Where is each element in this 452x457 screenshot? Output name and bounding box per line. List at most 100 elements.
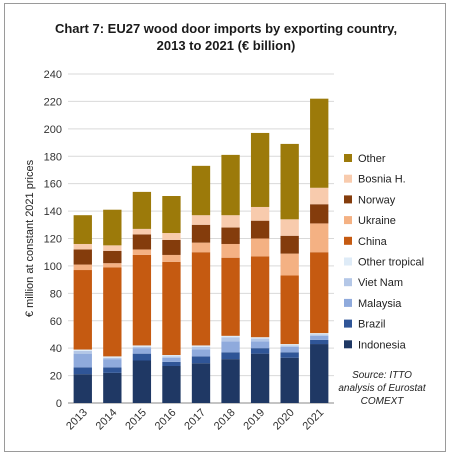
bar-segment-norway xyxy=(191,224,211,243)
bar-segment-ukraine xyxy=(73,264,92,271)
legend-label: Ukraine xyxy=(358,215,396,227)
y-tick-label: 40 xyxy=(50,343,62,355)
legend-swatch xyxy=(344,298,352,307)
y-tick-label: 120 xyxy=(44,234,62,246)
x-tick-label: 2015 xyxy=(123,407,149,433)
bar-segment-indonesia xyxy=(310,344,329,403)
y-tick-label: 240 xyxy=(44,69,62,81)
bar-segment-indonesia xyxy=(162,365,181,403)
bar-segment-bosnia-h- xyxy=(103,245,122,251)
x-tick-label: 2019 xyxy=(241,407,267,433)
x-tick-label: 2017 xyxy=(182,407,208,433)
bar-segment-norway xyxy=(162,239,181,255)
y-tick-label: 160 xyxy=(44,179,62,191)
y-tick-label: 60 xyxy=(50,316,62,328)
x-tick-label: 2021 xyxy=(301,407,327,433)
legend-swatch xyxy=(344,319,352,328)
bar-segment-viet-nam xyxy=(73,350,92,354)
bar-segment-indonesia xyxy=(250,353,270,403)
legend-label: Norway xyxy=(358,194,396,206)
bar-segment-bosnia-h- xyxy=(310,187,329,205)
bar-segment-other xyxy=(250,132,270,207)
bar-segment-other-tropical xyxy=(221,335,240,338)
legend-swatch xyxy=(344,236,352,245)
bar-segment-other xyxy=(103,209,122,246)
legend-label: Other tropical xyxy=(358,257,424,269)
bar-segment-ukraine xyxy=(310,223,329,253)
legend-swatch xyxy=(344,257,352,266)
bar-segment-malaysia xyxy=(310,335,329,340)
legend-label: Bosnia H. xyxy=(358,174,406,186)
bar-segment-indonesia xyxy=(221,359,240,403)
y-tick-label: 140 xyxy=(44,206,62,218)
legend-swatch xyxy=(344,195,352,204)
source-note: analysis of Eurostat xyxy=(338,383,426,394)
bar-segment-brazil xyxy=(191,356,211,364)
bar-segment-viet-nam xyxy=(310,334,329,336)
bar-segment-other xyxy=(132,191,152,229)
bar-segment-malaysia xyxy=(250,341,270,349)
bar-segment-other xyxy=(221,154,240,216)
y-tick-label: 100 xyxy=(44,261,62,273)
bar-segment-bosnia-h- xyxy=(191,215,211,225)
bar-segment-malaysia xyxy=(132,348,152,354)
bar-segment-china xyxy=(73,270,92,350)
bar-segment-brazil xyxy=(162,361,181,366)
bar-segment-indonesia xyxy=(103,372,122,403)
bar-segment-viet-nam xyxy=(162,356,181,358)
bar-segment-viet-nam xyxy=(132,346,152,349)
bar-segment-china xyxy=(280,275,299,345)
bar-segment-viet-nam xyxy=(221,337,240,342)
x-tick-label: 2016 xyxy=(153,407,179,433)
bar-segment-brazil xyxy=(221,352,240,360)
bar-segment-china xyxy=(310,252,329,334)
bar-segment-brazil xyxy=(250,348,270,354)
bar-segment-china xyxy=(103,267,122,357)
bar-segment-ukraine xyxy=(250,238,270,257)
bar-segment-ukraine xyxy=(191,242,211,253)
x-tick-label: 2014 xyxy=(94,407,120,433)
bar-segment-other-tropical xyxy=(250,337,270,339)
bar-segment-bosnia-h- xyxy=(162,233,181,240)
bar-segment-ukraine xyxy=(162,254,181,262)
legend-label: China xyxy=(358,236,388,248)
bar-segment-ukraine xyxy=(132,249,152,255)
bar-segment-other xyxy=(191,165,211,216)
bar-segment-china xyxy=(221,257,240,336)
bar-segment-bosnia-h- xyxy=(280,219,299,236)
source-note: COMEXT xyxy=(361,396,405,407)
bar-segment-china xyxy=(250,256,270,338)
bar-segment-brazil xyxy=(103,367,122,373)
bar-segment-bosnia-h- xyxy=(73,243,92,250)
bar-segment-other-tropical xyxy=(191,345,211,347)
bar-segment-china xyxy=(132,254,152,346)
y-tick-label: 0 xyxy=(56,398,62,410)
legend-swatch xyxy=(344,278,352,287)
bar-segment-indonesia xyxy=(132,360,152,403)
bar-segment-brazil xyxy=(310,339,329,345)
y-axis-label: € million at constant 2021 prices xyxy=(24,159,36,317)
legend-swatch xyxy=(344,340,352,349)
bar-segment-indonesia xyxy=(73,374,92,403)
bar-segment-norway xyxy=(250,220,270,239)
bar-segment-viet-nam xyxy=(280,345,299,347)
bar-segment-norway xyxy=(103,250,122,264)
y-tick-label: 80 xyxy=(50,288,62,300)
bar-segment-bosnia-h- xyxy=(221,215,240,228)
bar-segment-viet-nam xyxy=(191,346,211,350)
bar-segment-other-tropical xyxy=(132,345,152,347)
bar-segment-other xyxy=(162,196,181,234)
chart-title-line-2: 2013 to 2021 (€ billion) xyxy=(156,38,296,53)
x-tick-label: 2020 xyxy=(271,407,297,433)
legend-label: Other xyxy=(358,153,386,165)
bar-segment-indonesia xyxy=(280,357,299,403)
bar-segment-other xyxy=(280,143,299,220)
bar-segment-malaysia xyxy=(221,341,240,353)
bar-segment-bosnia-h- xyxy=(250,206,270,221)
y-tick-label: 220 xyxy=(44,96,62,108)
bar-segment-norway xyxy=(132,234,152,250)
bar-segment-norway xyxy=(310,204,329,224)
legend-label: Brazil xyxy=(358,319,386,331)
bar-segment-china xyxy=(162,261,181,356)
